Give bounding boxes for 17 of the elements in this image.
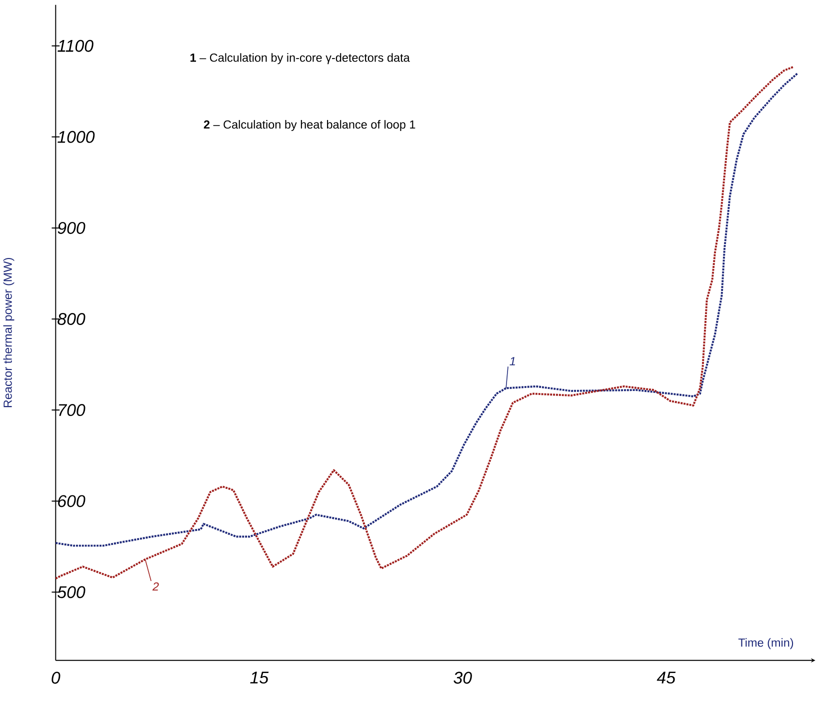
y-tick-label: 700	[58, 404, 86, 416]
x-tick-label: 30	[454, 672, 472, 684]
y-tick-label: 1000	[58, 130, 95, 143]
y-tick-label: 900	[58, 222, 86, 234]
x-tick-label: 0	[52, 672, 60, 684]
annotation: 1 – Calculation by in-core γ-detectors data	[190, 52, 410, 64]
annotation: 2 – Calculation by heat balance of loop 1	[204, 120, 416, 131]
y-tick-label: 1100	[58, 40, 94, 52]
annotation: 2	[152, 582, 159, 590]
annotation: 1	[510, 356, 515, 365]
y-tick-label: 600	[58, 494, 86, 507]
x-axis-title: Time (min)	[738, 638, 794, 649]
y-tick-label: 800	[58, 312, 86, 325]
x-tick-label: 45	[656, 672, 676, 684]
y-axis-title: Reactor thermal power (MW)	[3, 258, 14, 407]
y-tick-label: 500	[58, 586, 86, 598]
x-tick-label: 15	[250, 672, 269, 684]
